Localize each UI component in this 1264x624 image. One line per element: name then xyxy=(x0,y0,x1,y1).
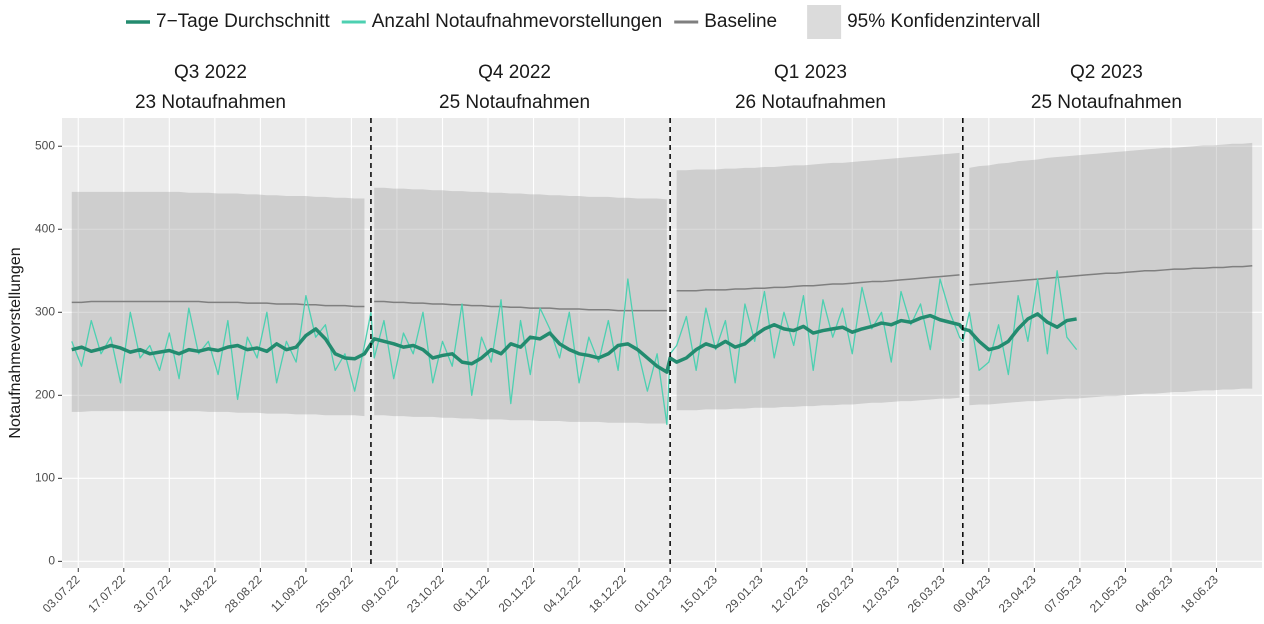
panel-title: Q4 2022 xyxy=(478,62,551,83)
x-tick-label: 26.03.23 xyxy=(905,572,948,615)
series-line xyxy=(71,270,1078,426)
plot-background xyxy=(62,118,1262,568)
x-tick-label: 09.04.23 xyxy=(950,572,993,615)
x-tick-label: 11.09.22 xyxy=(268,572,311,615)
y-tick-label: 500 xyxy=(35,138,55,152)
x-tick-label: 03.07.22 xyxy=(40,572,83,615)
x-tick-label: 06.11.22 xyxy=(450,572,493,615)
x-tick-label: 23.04.23 xyxy=(996,572,1039,615)
x-tick-label: 20.11.22 xyxy=(496,572,539,615)
panel-subtitle: 26 Notaufnahmen xyxy=(735,92,886,113)
y-axis-title: Notaufnahmevorstellungen xyxy=(7,247,24,438)
legend-label: 95% Konfidenzintervall xyxy=(847,11,1040,32)
y-tick-label: 0 xyxy=(48,554,55,568)
x-tick-label: 01.01.23 xyxy=(632,572,675,615)
x-tick-label: 07.05.23 xyxy=(1041,572,1084,615)
series-line xyxy=(71,312,1077,374)
y-tick-label: 300 xyxy=(35,304,55,318)
x-tick-label: 09.10.22 xyxy=(358,572,401,615)
series-line xyxy=(71,265,1253,312)
panel-subtitle: 25 Notaufnahmen xyxy=(439,92,590,113)
x-tick-label: 14.08.22 xyxy=(176,572,219,615)
x-tick-label: 31.07.22 xyxy=(131,572,174,615)
panel-title: Q2 2023 xyxy=(1070,62,1143,83)
confidence-band xyxy=(676,152,960,411)
y-tick-label: 400 xyxy=(35,221,55,235)
x-tick-label: 28.08.22 xyxy=(222,572,265,615)
y-tick-label: 100 xyxy=(35,471,55,485)
panel-subtitle: 25 Notaufnahmen xyxy=(1031,92,1182,113)
panel-title: Q1 2023 xyxy=(774,62,847,83)
x-tick-label: 12.03.23 xyxy=(859,572,902,615)
legend-key xyxy=(807,5,842,39)
panel-title: Q3 2022 xyxy=(174,62,247,83)
x-tick-label: 18.12.22 xyxy=(586,572,629,615)
x-tick-label: 18.06.23 xyxy=(1178,572,1221,615)
x-tick-label: 15.01.23 xyxy=(677,572,720,615)
legend-label: Baseline xyxy=(704,11,777,32)
x-tick-label: 17.07.22 xyxy=(85,572,128,615)
x-tick-label: 21.05.23 xyxy=(1087,572,1130,615)
x-tick-label: 25.09.22 xyxy=(313,572,356,615)
x-tick-label: 12.02.23 xyxy=(768,572,811,615)
legend-label: 7−Tage Durchschnitt xyxy=(156,11,330,32)
y-tick-label: 200 xyxy=(35,387,55,401)
x-tick-label: 26.02.23 xyxy=(814,572,857,615)
confidence-band xyxy=(969,142,1253,406)
confidence-band xyxy=(374,187,667,424)
panel-subtitle: 23 Notaufnahmen xyxy=(135,92,286,113)
x-tick-label: 23.10.22 xyxy=(404,572,447,615)
x-tick-label: 29.01.23 xyxy=(723,572,766,615)
confidence-band xyxy=(71,191,365,417)
x-tick-label: 04.12.22 xyxy=(541,572,584,615)
legend-label: Anzahl Notaufnahmevorstellungen xyxy=(372,11,662,32)
x-tick-label: 04.06.23 xyxy=(1132,572,1175,615)
